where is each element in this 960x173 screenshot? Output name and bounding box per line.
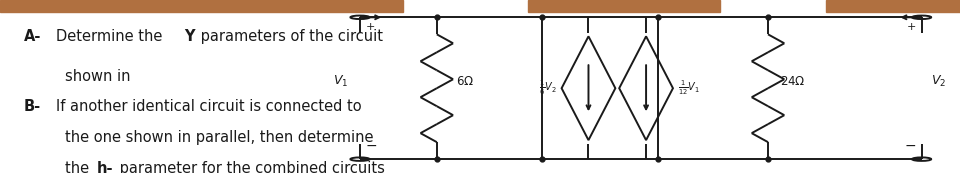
Text: h-: h- bbox=[97, 161, 113, 173]
Text: $24\Omega$: $24\Omega$ bbox=[780, 75, 805, 88]
Text: −: − bbox=[366, 138, 377, 152]
Text: +: + bbox=[366, 22, 375, 33]
Text: $\frac{1}{6}V_2$: $\frac{1}{6}V_2$ bbox=[539, 79, 557, 97]
Text: the: the bbox=[65, 161, 94, 173]
Text: $V_1$: $V_1$ bbox=[333, 74, 348, 89]
Text: +: + bbox=[906, 22, 916, 33]
Text: shown in: shown in bbox=[65, 69, 131, 84]
Text: parameter for the combined circuits: parameter for the combined circuits bbox=[115, 161, 385, 173]
Text: the one shown in parallel, then determine: the one shown in parallel, then determin… bbox=[65, 130, 373, 145]
Text: $6\Omega$: $6\Omega$ bbox=[456, 75, 474, 88]
Text: parameters of the circuit: parameters of the circuit bbox=[196, 29, 383, 44]
Bar bbox=[528, 0, 720, 12]
Text: −: − bbox=[904, 138, 916, 152]
Text: B-: B- bbox=[24, 99, 41, 114]
Text: If another identical circuit is connected to: If another identical circuit is connecte… bbox=[56, 99, 361, 114]
Text: $\frac{1}{12}V_1$: $\frac{1}{12}V_1$ bbox=[678, 79, 700, 97]
Text: Y: Y bbox=[184, 29, 195, 44]
Text: Determine the: Determine the bbox=[56, 29, 167, 44]
Bar bbox=[826, 0, 960, 12]
Text: $V_2$: $V_2$ bbox=[931, 74, 947, 89]
Bar bbox=[0, 0, 403, 12]
Text: A-: A- bbox=[24, 29, 41, 44]
